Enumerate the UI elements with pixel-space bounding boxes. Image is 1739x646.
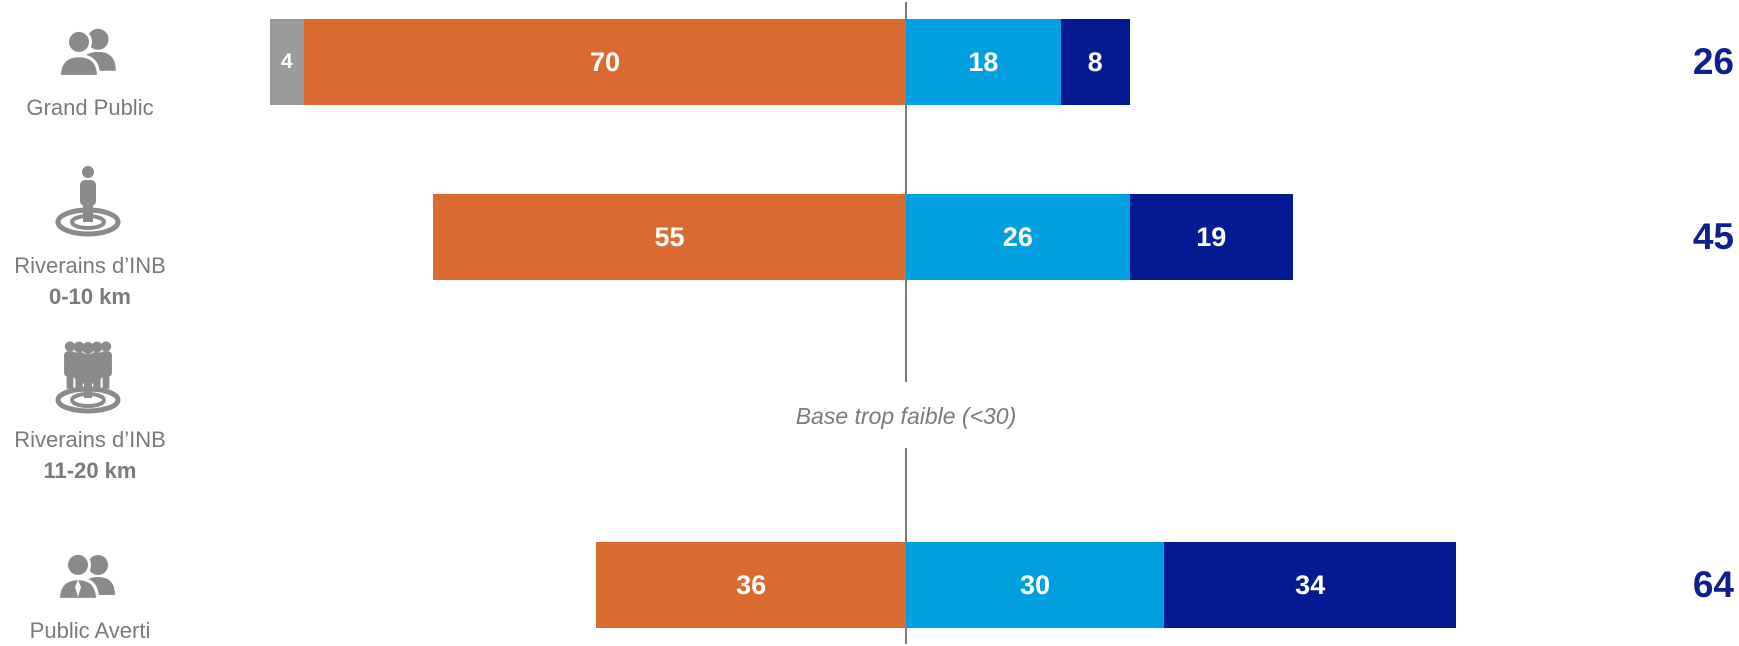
category-label: Public Averti <box>0 615 180 646</box>
bar-segment <box>906 194 1130 280</box>
bar-value-label: 26 <box>1002 222 1033 252</box>
person-on-target-icon <box>55 166 121 237</box>
bar-segment <box>1129 194 1293 280</box>
category-name: Riverains d’INB <box>14 427 166 452</box>
bar-segment <box>269 19 304 105</box>
group-on-target-icon <box>55 341 121 414</box>
bar-value-label: 4 <box>280 50 293 73</box>
bar-segment <box>433 194 906 280</box>
category-sublabel: 0-10 km <box>49 284 131 309</box>
bar-value-label: 30 <box>1019 570 1051 600</box>
bar-value-label: 34 <box>1295 570 1326 600</box>
row-total: 26 <box>1692 41 1734 82</box>
bar-value-label: 8 <box>1087 47 1103 77</box>
bar-value-label: 70 <box>589 47 621 77</box>
category-sublabel: 11-20 km <box>43 458 137 483</box>
zero-axis-line <box>905 2 907 382</box>
category-name: Public Averti <box>29 618 151 643</box>
category-name: Grand Public <box>26 95 154 120</box>
bar-value-label: 55 <box>654 222 685 252</box>
business-pair-icon <box>56 551 115 601</box>
category-label: Grand Public <box>0 92 180 123</box>
bar-segment <box>596 542 906 628</box>
row-total: 64 <box>1692 564 1734 605</box>
people-pair-icon <box>57 28 116 78</box>
bar-value-label: 36 <box>736 570 767 600</box>
bar-segment <box>1060 19 1130 105</box>
insufficient-base-note: Base trop faible (<30) <box>795 403 1017 429</box>
category-name: Riverains d’INB <box>14 253 166 278</box>
bar-value-label: 19 <box>1196 222 1227 252</box>
category-label: Riverains d’INB 11-20 km <box>0 424 180 486</box>
bar-segment <box>906 542 1164 628</box>
bar-segment <box>304 19 906 105</box>
category-label: Riverains d’INB 0-10 km <box>0 250 180 312</box>
bar-segment <box>906 19 1061 105</box>
row-total: 45 <box>1692 216 1734 257</box>
bar-value-label: 18 <box>968 47 999 77</box>
bar-segment <box>1164 542 1457 628</box>
